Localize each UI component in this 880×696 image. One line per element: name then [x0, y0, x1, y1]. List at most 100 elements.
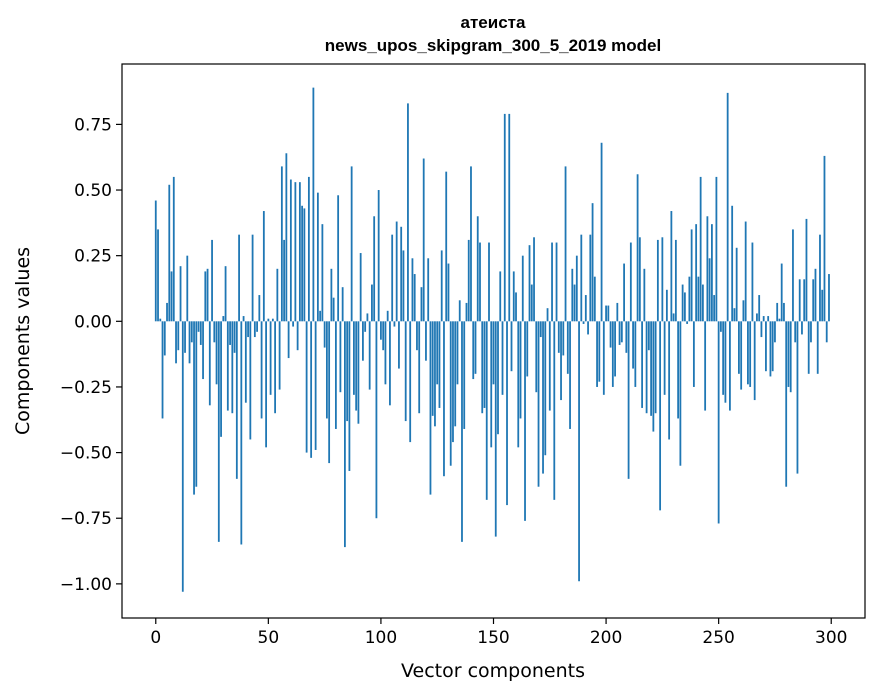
bar-component-83 [341, 287, 344, 322]
bar-component-218 [645, 321, 648, 414]
bar-component-153 [499, 271, 502, 322]
bar-component-42 [249, 321, 252, 440]
bar-component-57 [283, 239, 286, 322]
bar-component-121 [427, 258, 430, 322]
bar-component-141 [472, 321, 475, 380]
bar-component-174 [546, 308, 549, 322]
bar-component-28 [217, 321, 220, 542]
bar-component-177 [553, 321, 556, 500]
x-tick-label: 0 [150, 628, 161, 648]
bar-component-90 [357, 321, 360, 424]
bar-component-118 [420, 287, 423, 322]
bar-component-130 [447, 263, 450, 322]
bar-component-92 [362, 321, 364, 361]
bar-component-108 [398, 321, 400, 369]
bar-component-30 [222, 316, 225, 322]
bar-component-188 [578, 321, 580, 582]
bar-component-128 [443, 321, 445, 477]
bar-component-149 [490, 321, 493, 448]
bar-component-274 [771, 321, 774, 372]
bar-component-62 [294, 182, 297, 322]
bar-component-61 [292, 321, 295, 327]
bar-component-68 [307, 176, 310, 322]
bar-component-222 [654, 321, 657, 414]
bar-component-157 [508, 113, 511, 322]
bar-component-253 [724, 321, 727, 403]
bar-component-19 [197, 321, 200, 332]
bar-component-54 [276, 268, 279, 322]
bar-component-252 [722, 321, 725, 395]
bar-component-32 [226, 321, 229, 411]
bar-component-146 [483, 321, 486, 408]
bar-component-176 [551, 242, 553, 322]
bar-component-292 [812, 279, 815, 322]
bar-component-224 [659, 321, 662, 511]
bar-component-39 [242, 316, 245, 322]
bar-component-198 [600, 142, 603, 322]
y-tick-label: −1.00 [60, 575, 112, 595]
bar-component-95 [368, 321, 371, 390]
bar-component-74 [321, 224, 324, 322]
bar-component-29 [220, 321, 222, 437]
bar-component-143 [476, 216, 479, 322]
bar-component-184 [569, 321, 571, 429]
bar-component-299 [828, 274, 830, 322]
bar-component-47 [260, 321, 263, 419]
bar-component-289 [805, 218, 808, 322]
bar-component-5 [166, 302, 168, 322]
bar-component-164 [524, 321, 526, 521]
bar-component-7 [170, 271, 173, 322]
bar-component-40 [244, 321, 247, 403]
bar-component-117 [418, 321, 421, 414]
bar-component-56 [280, 166, 283, 322]
bar-component-2 [159, 318, 162, 322]
bar-component-235 [683, 292, 686, 322]
bar-component-21 [202, 321, 204, 380]
bar-component-178 [555, 242, 558, 322]
bar-component-212 [632, 321, 634, 369]
bar-component-112 [407, 103, 409, 322]
bar-component-267 [756, 313, 758, 322]
bar-component-139 [467, 239, 470, 322]
bar-component-85 [346, 321, 349, 422]
bar-component-136 [461, 321, 463, 542]
bar-component-63 [296, 321, 299, 351]
bar-component-10 [177, 321, 180, 351]
y-tick-label: 0.00 [74, 312, 112, 332]
bar-component-123 [431, 321, 434, 416]
bar-component-229 [670, 211, 673, 322]
bar-component-72 [316, 192, 319, 322]
bar-component-221 [652, 321, 655, 432]
bar-component-87 [350, 166, 353, 322]
bar-component-256 [731, 205, 734, 322]
bar-component-127 [440, 250, 443, 322]
bar-component-16 [190, 321, 193, 343]
bar-component-207 [620, 321, 623, 343]
bar-component-114 [411, 258, 414, 322]
bar-component-126 [438, 321, 441, 408]
bar-component-179 [557, 321, 560, 353]
bar-component-45 [256, 321, 258, 332]
bar-component-260 [740, 321, 743, 390]
bar-component-3 [161, 321, 164, 419]
bar-component-38 [240, 321, 243, 545]
bar-component-201 [607, 305, 610, 322]
bar-component-105 [391, 234, 394, 322]
bar-component-240 [695, 224, 698, 322]
bar-component-94 [366, 313, 369, 322]
bar-component-43 [251, 234, 254, 322]
y-axis-ticks: −1.00 −0.75 −0.50 −0.25 0.00 0.25 0.50 0.75 [60, 115, 122, 595]
bar-component-26 [213, 321, 216, 343]
bar-component-162 [519, 321, 522, 419]
bar-component-66 [303, 208, 306, 322]
bar-component-239 [692, 321, 695, 387]
bar-component-287 [801, 321, 803, 335]
bar-component-165 [526, 321, 529, 377]
bar-component-134 [456, 321, 459, 385]
bar-component-18 [195, 321, 198, 487]
bar-component-14 [186, 255, 189, 322]
bar-component-22 [204, 271, 207, 322]
chart-title: атеиста [461, 13, 526, 32]
bar-component-80 [334, 321, 337, 429]
